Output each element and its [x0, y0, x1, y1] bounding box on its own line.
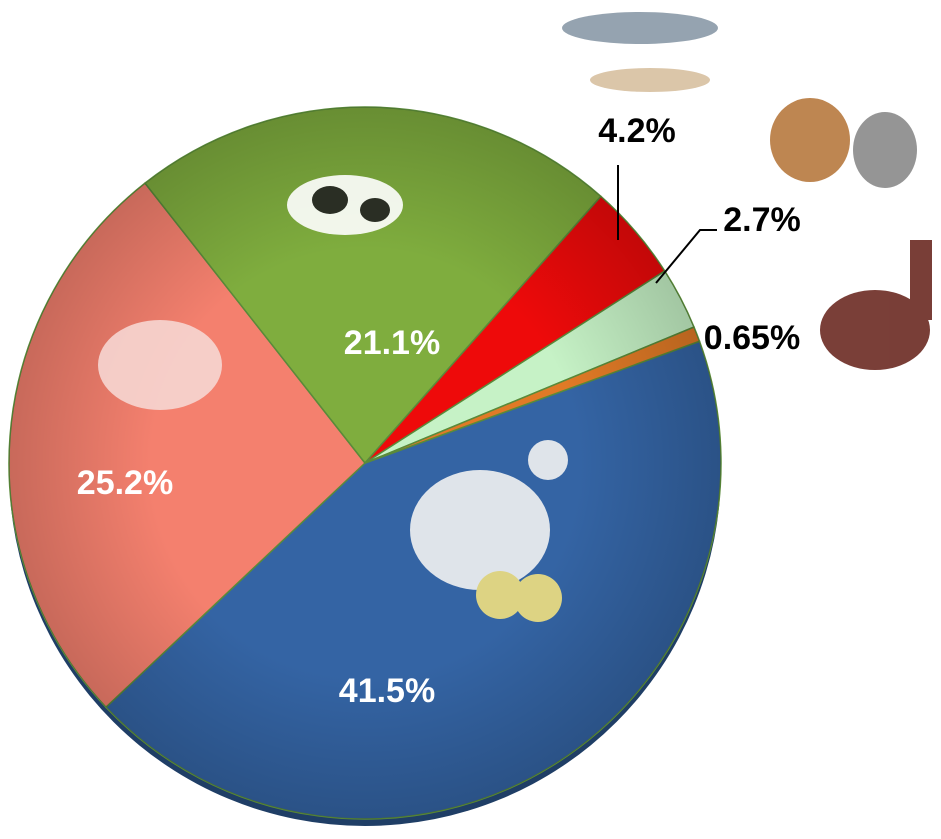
chicken-head: [528, 440, 568, 480]
value-label: 2.7%: [723, 201, 801, 239]
value-label: 4.2%: [598, 112, 676, 150]
horse-neck: [910, 240, 932, 320]
pig-icon: [98, 320, 222, 410]
shrimp-icon: [590, 68, 710, 92]
value-label: 21.1%: [344, 324, 440, 362]
value-label: 25.2%: [77, 464, 173, 502]
chicken-icon: [410, 470, 550, 590]
chart: 41.5% 25.2% 21.1% 4.2% 2.7% 0.65%: [0, 0, 941, 839]
dog-icon: [770, 98, 850, 182]
chick-icon: [514, 574, 562, 622]
cow-spot: [360, 198, 390, 222]
cow-spot: [312, 186, 348, 214]
fish-icon: [562, 12, 718, 44]
cat-icon: [853, 112, 917, 188]
value-label: 41.5%: [339, 672, 435, 710]
value-label: 0.65%: [704, 319, 800, 357]
